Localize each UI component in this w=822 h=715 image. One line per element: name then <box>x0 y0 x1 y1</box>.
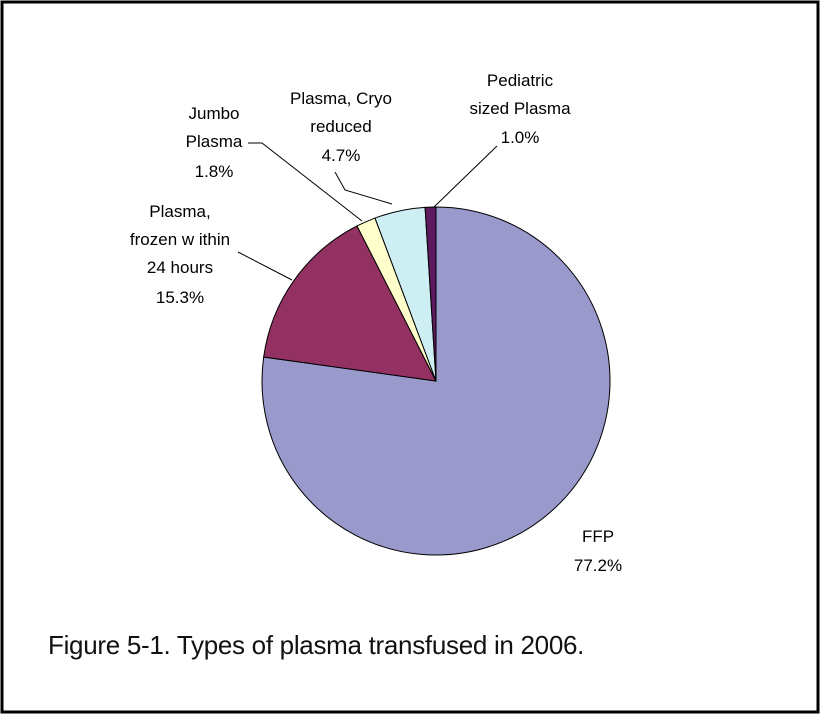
value-label: 1.8% <box>194 162 234 181</box>
leader-line <box>334 171 393 205</box>
value-label: 77.2% <box>573 556 623 575</box>
pie-slice <box>263 225 437 382</box>
value-label: 1.0% <box>500 128 540 147</box>
leader-lines <box>237 142 498 281</box>
pie-slice <box>424 206 437 382</box>
pie <box>261 206 611 556</box>
leader-line <box>248 142 363 222</box>
leader-line <box>433 145 498 208</box>
slice-label: Plasma, frozen w ithin 24 hours <box>129 202 231 277</box>
caption: Figure 5-1. Types of plasma transfused i… <box>48 630 585 660</box>
slice-label: Jumbo Plasma <box>185 104 243 151</box>
slice-label: Plasma, Cryo reduced <box>289 89 393 136</box>
value-label: 15.3% <box>155 288 205 307</box>
leader-line <box>237 251 293 281</box>
slice-label: FFP <box>581 527 615 546</box>
slice-label: Pediatric sized Plasma <box>469 71 571 118</box>
value-label: 4.7% <box>321 146 361 165</box>
